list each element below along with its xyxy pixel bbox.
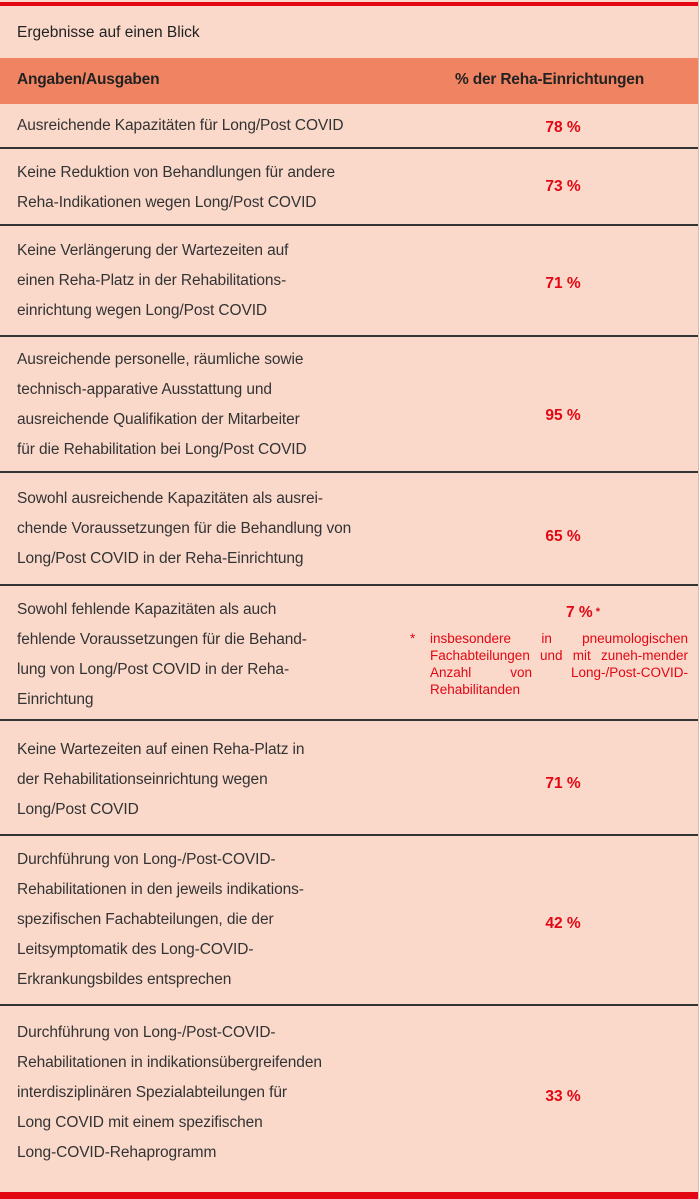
row-value: 71 % — [545, 775, 581, 792]
row-label: Keine Verlängerung der Wartezeiten auf e… — [17, 242, 289, 319]
table-row: Keine Wartezeiten auf einen Reha-Platz i… — [0, 721, 698, 836]
row-value: 33 % — [545, 1088, 581, 1105]
row-label: Keine Wartezeiten auf einen Reha-Platz i… — [17, 741, 305, 818]
header-col1: Angaben/Ausgaben — [17, 71, 160, 88]
table-row: Keine Reduktion von Behandlungen für and… — [0, 149, 698, 226]
row-label: Durchführung von Long-/Post-COVID- Rehab… — [17, 851, 304, 988]
row-value: 78 % — [545, 119, 581, 136]
footnote: * insbesondere in pneumologischen Fachab… — [410, 630, 688, 698]
bottom-rule — [0, 1192, 698, 1199]
row-label: Sowohl fehlende Kapazitäten als auch feh… — [17, 601, 307, 708]
table-row: Ausreichende Kapazitäten für Long/Post C… — [0, 104, 698, 149]
row-label: Durchführung von Long-/Post-COVID- Rehab… — [17, 1024, 322, 1161]
table-row: Ausreichende personelle, räumliche sowie… — [0, 337, 698, 473]
row-label: Keine Reduktion von Behandlungen für and… — [17, 164, 335, 211]
table-row: Keine Verlängerung der Wartezeiten auf e… — [0, 226, 698, 337]
row-label: Ausreichende Kapazitäten für Long/Post C… — [17, 117, 344, 134]
footnote-asterisk: * — [410, 631, 416, 646]
table-row: Sowohl fehlende Kapazitäten als auch feh… — [0, 586, 698, 721]
row-value: 95 % — [545, 407, 581, 424]
table-header: Angaben/Ausgaben % der Reha-Einrichtunge… — [0, 58, 698, 104]
header-col2: % der Reha-Einrichtungen — [455, 71, 644, 88]
row-value-text: 7 % — [566, 604, 593, 621]
table-row: Durchführung von Long-/Post-COVID- Rehab… — [0, 836, 698, 1006]
row-value: 42 % — [545, 915, 581, 932]
row-value: 73 % — [545, 178, 581, 195]
row-label: Sowohl ausreichende Kapazitäten als ausr… — [17, 490, 352, 567]
footnote-text: insbesondere in pneumologischen Fachabte… — [430, 631, 688, 697]
table-row: Durchführung von Long-/Post-COVID- Rehab… — [0, 1006, 698, 1192]
table-title: Ergebnisse auf einen Blick — [17, 24, 200, 41]
footnote-marker: * — [595, 606, 600, 618]
row-value: 71 % — [545, 275, 581, 292]
top-rule — [0, 2, 698, 6]
table-row: Sowohl ausreichende Kapazitäten als ausr… — [0, 473, 698, 586]
row-value: 7 % * — [540, 604, 626, 622]
row-label: Ausreichende personelle, räumliche sowie… — [17, 351, 307, 458]
row-value: 65 % — [545, 528, 581, 545]
